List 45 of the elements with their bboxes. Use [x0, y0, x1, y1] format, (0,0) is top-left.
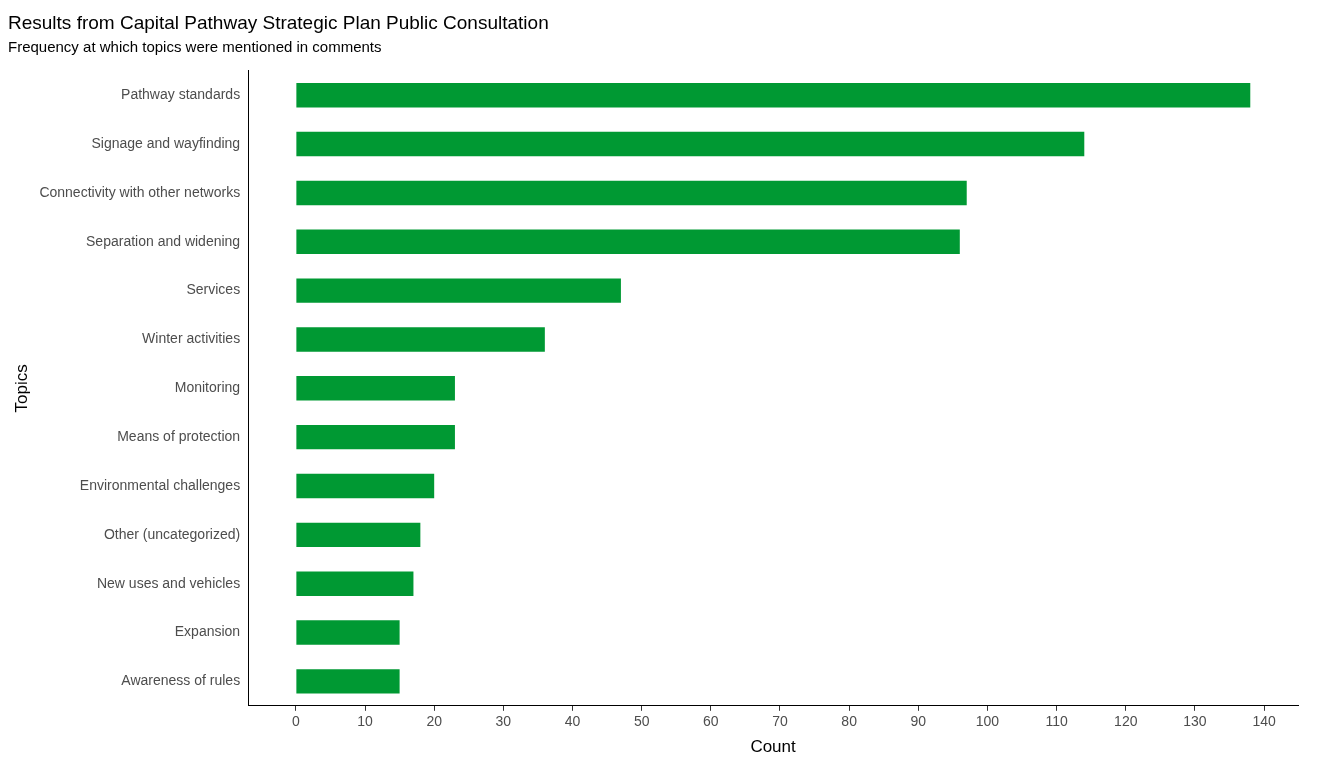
x-tick-label: 10 — [357, 713, 374, 730]
chart-subtitle: Frequency at which topics were mentioned in comments — [8, 37, 382, 55]
x-tick-label: 70 — [772, 713, 788, 730]
y-tick-label: New uses and vehicles — [96, 574, 241, 591]
x-tick-label: 80 — [841, 713, 858, 730]
bar — [296, 522, 421, 548]
x-tick-label: 20 — [426, 713, 443, 730]
x-tick-label: 130 — [1183, 713, 1207, 730]
bar — [296, 180, 967, 206]
y-tick-label: Services — [186, 281, 241, 298]
y-axis-title: Topics — [11, 364, 31, 413]
x-tick-label: 120 — [1114, 713, 1138, 730]
bar — [296, 229, 960, 254]
y-tick-label: Winter activities — [142, 330, 241, 347]
bar — [296, 327, 545, 352]
bar — [296, 83, 1251, 108]
bar — [296, 278, 621, 303]
x-tick-label: 30 — [495, 713, 512, 730]
bar — [296, 131, 1085, 157]
chart-title: Results from Capital Pathway Strategic Plan Public Consultation — [8, 11, 549, 33]
x-tick-label: 110 — [1045, 713, 1068, 730]
y-tick-label: Other (uncategorized) — [103, 525, 241, 542]
y-tick-label: Signage and wayfinding — [91, 134, 241, 151]
y-tick-label: Means of protection — [117, 428, 241, 445]
bar — [296, 376, 455, 401]
y-tick-label: Monitoring — [174, 379, 241, 396]
x-tick-label: 50 — [633, 713, 650, 730]
x-tick-label: 40 — [564, 713, 581, 730]
y-tick-label: Pathway standards — [121, 86, 241, 103]
x-tick-label: 0 — [291, 713, 300, 730]
x-tick-label: 90 — [910, 713, 927, 730]
y-tick-label: Connectivity with other networks — [39, 183, 241, 200]
bar — [296, 669, 400, 694]
bar — [296, 424, 455, 450]
bar — [296, 620, 400, 645]
x-tick-label: 140 — [1252, 713, 1276, 730]
y-tick-label: Environmental challenges — [79, 476, 241, 493]
x-axis-title: Count — [750, 737, 797, 757]
y-tick-label: Separation and widening — [86, 232, 241, 249]
x-tick-label: 60 — [703, 713, 719, 730]
bar — [296, 571, 414, 596]
bar — [296, 473, 435, 499]
y-tick-label: Awareness of rules — [121, 672, 241, 689]
x-tick-label: 100 — [975, 713, 1000, 730]
y-tick-label: Expansion — [174, 623, 241, 640]
